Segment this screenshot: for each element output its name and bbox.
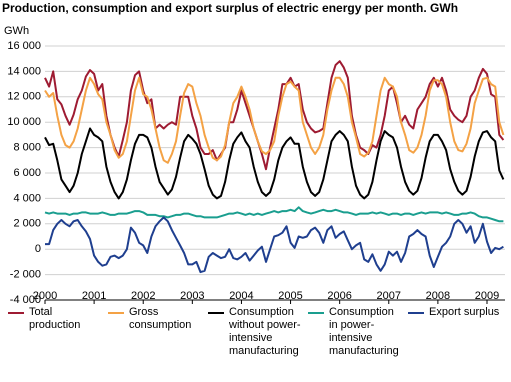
legend-item: Consumption without power-intensive manu…: [208, 306, 308, 358]
chart-title: Production, consumption and export surpl…: [2, 1, 458, 15]
x-tick-label: 2000: [33, 290, 57, 302]
series-line: [44, 206, 504, 223]
legend-item: Total production: [8, 306, 108, 358]
y-tick-label: 16 000: [7, 40, 41, 52]
x-tick-label: 2009: [475, 290, 499, 302]
x-tick-label: 2007: [377, 290, 401, 302]
y-tick-label: 0: [35, 243, 41, 255]
y-tick-label: 6 000: [13, 167, 41, 179]
y-unit: GWh: [4, 25, 29, 37]
y-tick-label: -4 000: [10, 294, 41, 305]
series-line: [45, 216, 504, 274]
x-tick-label: 2006: [327, 290, 351, 302]
y-tick-label: 10 000: [7, 116, 41, 128]
legend-item: Consumption in power-intensive manufactu…: [308, 306, 408, 358]
x-tick-label: 2003: [180, 290, 204, 302]
y-tick-label: 12 000: [7, 91, 41, 103]
legend-label: Export surplus: [429, 306, 500, 318]
legend-swatch: [8, 312, 24, 314]
series-line: [44, 127, 505, 200]
legend: Total production Gross consumption Consump…: [8, 306, 508, 358]
legend-swatch: [408, 312, 424, 314]
legend-label: Consumption without power-intensive manu…: [229, 306, 301, 357]
plot: Production, consumption and export surpl…: [2, 1, 505, 306]
legend-swatch: [108, 312, 124, 314]
y-tick-label: -2 000: [10, 269, 41, 281]
legend-swatch: [308, 312, 324, 314]
x-tick-label: 2008: [426, 290, 450, 302]
x-tick-label: 2005: [278, 290, 302, 302]
series-line: [44, 76, 505, 164]
legend-item: Export surplus: [408, 306, 508, 358]
x-tick-label: 2004: [229, 290, 253, 302]
y-tick-label: 8 000: [13, 142, 41, 154]
y-tick-label: 14 000: [7, 65, 41, 77]
y-tick-label: 2 000: [13, 218, 41, 230]
x-tick-label: 2001: [82, 290, 106, 302]
y-tick-label: 4 000: [13, 192, 41, 204]
legend-swatch: [208, 312, 224, 314]
x-tick-label: 2002: [131, 290, 155, 302]
legend-label: Gross consumption: [129, 306, 192, 331]
series-line: [44, 60, 505, 171]
legend-label: Total production: [29, 306, 81, 331]
legend-item: Gross consumption: [108, 306, 208, 358]
legend-label: Consumption in power-intensive manufactu…: [329, 306, 399, 357]
